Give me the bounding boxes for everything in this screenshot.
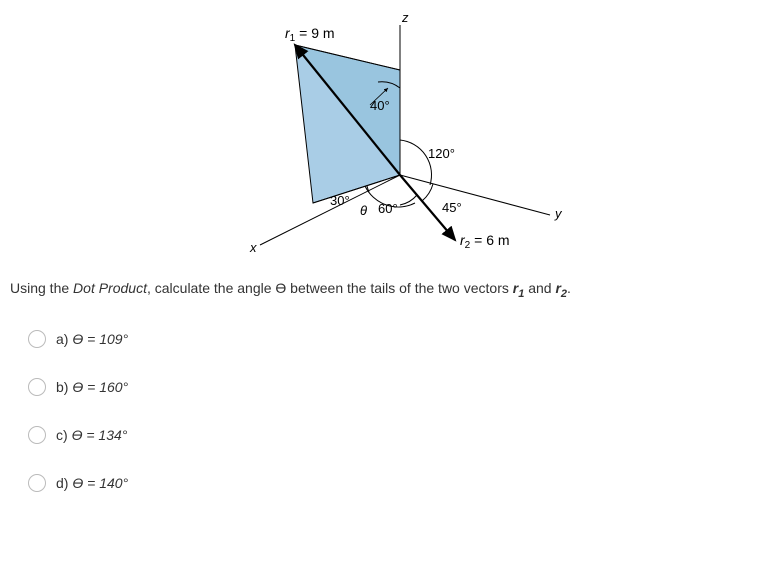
vector-diagram: z y x r1 = 9 m r2 = 6 m 40° 120° 30° 60°…	[210, 10, 610, 270]
angle-theta: θ	[360, 203, 367, 218]
option-a-label: a) ϴ = 109°	[56, 331, 128, 347]
option-d-label: d) ϴ = 140°	[56, 475, 128, 491]
option-c-label: c) ϴ = 134°	[56, 427, 127, 443]
axis-x-label: x	[249, 240, 257, 255]
angle-45: 45°	[442, 200, 462, 215]
option-b[interactable]: b) ϴ = 160°	[28, 378, 759, 396]
radio-b[interactable]	[28, 378, 46, 396]
angle-40: 40°	[370, 98, 390, 113]
r2-label: r2 = 6 m	[460, 232, 510, 251]
radio-c[interactable]	[28, 426, 46, 444]
angle-60: 60°	[378, 201, 398, 216]
option-a[interactable]: a) ϴ = 109°	[28, 330, 759, 348]
angle-120: 120°	[428, 146, 455, 161]
axis-z-label: z	[401, 10, 409, 25]
question-text: Using the Dot Product, calculate the ang…	[10, 280, 759, 300]
option-c[interactable]: c) ϴ = 134°	[28, 426, 759, 444]
radio-a[interactable]	[28, 330, 46, 348]
axis-y-label: y	[554, 206, 563, 221]
r1-label: r1 = 9 m	[285, 25, 335, 44]
angle-30: 30°	[330, 193, 350, 208]
option-d[interactable]: d) ϴ = 140°	[28, 474, 759, 492]
option-b-label: b) ϴ = 160°	[56, 379, 128, 395]
radio-d[interactable]	[28, 474, 46, 492]
